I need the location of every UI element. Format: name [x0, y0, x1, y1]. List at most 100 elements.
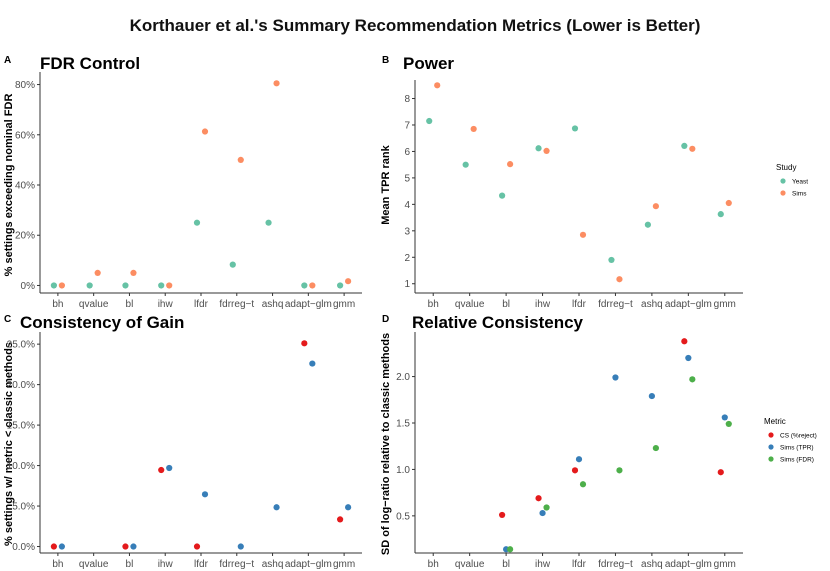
panel-d-x-tick-label: ihw [535, 559, 551, 570]
panel-c-point-cs-reject [122, 543, 129, 550]
panel-c-point-sims-tpr [237, 543, 244, 550]
panel-c-x-tick-label: bl [126, 559, 134, 570]
panel-a-x-tick-label: adapt−glm [285, 299, 332, 310]
panel-c-y-tick-label: 0.0% [12, 542, 35, 553]
plot-area: 0% 20% 40% 60% 80% bh qvalue bl ihw lfdr fdrreg−t a… [7, 72, 743, 570]
legend-key-sims [780, 190, 786, 196]
panel-c-ylabel: % settings w/ metric < classic methods [3, 342, 15, 546]
panel-d-point-cs-reject [681, 338, 688, 345]
panel-c-title: Consistency of Gain [20, 313, 184, 332]
study-legend: Study Yeast Sims [776, 163, 808, 198]
panel-a-point-sims [237, 156, 244, 163]
panel-b-x-tick-label: lfdr [572, 299, 587, 310]
panel-d-tag: D [382, 314, 389, 325]
panel-b-y-tick-label: 1 [404, 279, 410, 290]
panel-a-tag: A [4, 55, 11, 66]
panel-b-y-tick-label: 3 [404, 226, 410, 237]
panel-b-y-tick-label: 6 [404, 147, 410, 158]
panel-b-point-sims [725, 199, 732, 207]
legend-label-cs-reject: CS (%reject) [780, 433, 817, 440]
panel-d-y-tick-label: 2.0 [396, 372, 410, 383]
panel-a-point-yeast [337, 282, 344, 289]
panel-b-point-yeast [499, 192, 506, 199]
panel-d-point-sims-fdr [652, 444, 659, 452]
panel-a-point-sims [273, 80, 280, 87]
panel-c-x-tick-label: bh [52, 559, 63, 570]
panel-a-point-yeast [265, 219, 272, 226]
panel-a-point-yeast [229, 261, 236, 268]
panel-c-y-tick-label: 10.0% [7, 461, 35, 472]
panel-d-point-sims-tpr [685, 354, 692, 362]
panel-a-plot: 0% 20% 40% 60% 80% bh qvalue bl ihw lfdr fdrreg−t a… [15, 72, 362, 310]
panel-b-x-tick-label: bl [502, 299, 510, 310]
panel-b-x-tick-label: bh [428, 299, 439, 310]
panel-b-y-tick-label: 7 [404, 120, 410, 131]
panel-d-x-tick-label: bh [428, 559, 439, 570]
panel-c-tag: C [4, 314, 11, 325]
panel-c-point-sims-tpr [58, 543, 65, 550]
panel-b-point-yeast [717, 211, 724, 218]
panel-a-x-tick-label: bl [126, 299, 134, 310]
panel-c-point-sims-tpr [309, 360, 316, 367]
panel-b-point-sims [543, 147, 550, 155]
panel-c-point-sims-tpr [201, 491, 209, 498]
panel-c-x-tick-label: gmm [333, 559, 355, 570]
legend-label-sims: Sims [792, 191, 807, 198]
panel-c-x-tick-label: qvalue [79, 559, 109, 570]
panel-c-point-sims-tpr [345, 504, 352, 511]
panel-a-x-tick-label: gmm [333, 299, 355, 310]
panel-a-point-sims [58, 282, 65, 289]
panel-a-point-sims [309, 282, 316, 289]
panel-d-point-cs-reject [499, 511, 506, 519]
panel-d-x-tick-label: ashq [641, 559, 663, 570]
panel-b-point-yeast [681, 142, 688, 149]
panel-b-y-tick-label: 8 [404, 94, 410, 105]
panel-c-x-tick-label: ihw [158, 559, 174, 570]
panel-d-y-tick-label: 1.0 [396, 465, 410, 476]
panel-d-point-cs-reject [717, 469, 724, 476]
panel-c-point-cs-reject [193, 543, 201, 550]
panel-a-y-tick-label: 20% [15, 231, 35, 242]
panel-d-point-sims-fdr [543, 504, 550, 511]
panel-d-x-tick-label: adapt−glm [665, 559, 712, 570]
legend-label-yeast: Yeast [792, 179, 808, 186]
panel-b-x-tick-label: fdrreg−t [598, 299, 633, 310]
legend-key-yeast [780, 178, 786, 184]
panel-d-point-cs-reject [571, 467, 579, 474]
panel-c-point-cs-reject [158, 466, 165, 474]
panel-b-point-yeast [462, 161, 469, 168]
panel-a-point-yeast [86, 282, 93, 289]
panel-a-ylabel: % settings exceeding nominal FDR [3, 94, 15, 277]
panel-a-point-sims [130, 269, 137, 277]
panel-a-title: FDR Control [40, 54, 140, 73]
metric-legend-title: Metric [764, 417, 786, 426]
panel-d-point-cs-reject [535, 495, 542, 502]
panel-c-point-cs-reject [337, 516, 344, 523]
panel-b-point-yeast [426, 117, 433, 125]
panel-d-y-tick-label: 0.5 [396, 511, 410, 522]
panel-d-title: Relative Consistency [412, 313, 584, 332]
panel-d-point-sims-fdr [689, 376, 696, 383]
panel-b-point-sims [579, 231, 587, 238]
panel-c-point-cs-reject [301, 340, 308, 347]
panel-b-point-yeast [644, 221, 651, 228]
legend-label-sims-tpr: Sims (TPR) [780, 445, 814, 452]
panel-b-plot: 1 2 3 4 5 6 7 8 bh qvalue bl ihw lfdr fdrreg−t ashq ada… [404, 80, 743, 310]
panel-b-x-tick-label: gmm [714, 299, 736, 310]
panel-d-y-tick-label: 1.5 [396, 419, 410, 430]
panel-d-point-sims-fdr [579, 481, 587, 488]
panel-d-point-sims-tpr [575, 456, 583, 463]
panel-c-y-tick-label: 5.0% [12, 502, 35, 513]
panel-b-y-tick-label: 4 [404, 200, 410, 211]
panel-d-point-sims-tpr [721, 414, 728, 421]
panel-a-x-tick-label: bh [52, 299, 63, 310]
panel-a-point-sims [94, 269, 101, 277]
panel-b-x-tick-label: qvalue [455, 299, 485, 310]
panel-b-point-sims [507, 161, 514, 168]
panel-b-point-yeast [571, 125, 579, 132]
panel-d-point-sims-tpr [648, 392, 655, 400]
panel-a-point-yeast [158, 282, 165, 289]
panel-b-y-tick-label: 5 [404, 173, 410, 184]
panel-a-x-tick-label: fdrreg−t [219, 299, 254, 310]
panel-b-x-tick-label: ihw [535, 299, 551, 310]
